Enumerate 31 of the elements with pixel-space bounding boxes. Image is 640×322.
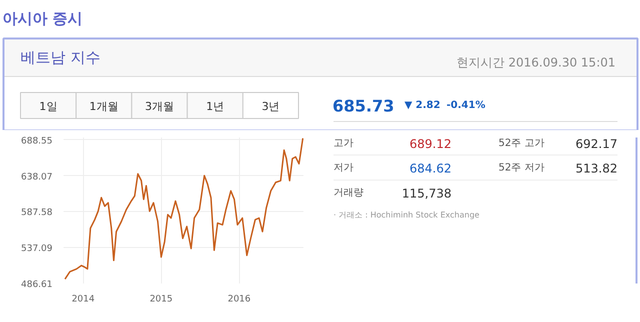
text: 52주 저가 [498,162,544,174]
text: 115,738 [402,186,452,201]
text: 1년 [206,100,224,113]
y-tick-label: 688.55 [21,136,53,146]
y-tick-label: 486.61 [21,280,53,290]
line-series [64,138,304,280]
x-tick-label: 2015 [150,294,173,304]
text: 52주 고가 [498,138,544,150]
text: 1일 [39,100,58,113]
text: 513.82 [576,161,618,176]
text: 아시아 증시 [2,10,83,28]
text: 베트남 지수 [20,48,100,66]
y-tick-label: 587.58 [21,208,53,218]
text: 689.12 [410,137,452,152]
text: 684.62 [410,161,452,176]
text: 3개월 [145,100,174,113]
text: 685.73 [332,96,394,116]
text: 고가 [334,138,354,150]
text: 저가 [334,162,354,174]
text: 692.17 [576,137,618,152]
y-tick-label: 638.07 [21,172,53,182]
x-tick-label: 2014 [72,294,95,304]
text: · 거래소 : Hochiminh Stock Exchange [334,210,480,220]
text: 3년 [262,100,280,113]
y-tick-label: 537.09 [21,244,53,254]
x-tick-label: 2016 [228,294,251,304]
text: 현지시간 2016.09.30 15:01 [456,56,616,70]
text: 1개월 [89,100,118,113]
text: ▼ 2.82 [404,100,440,111]
text: 거래량 [334,188,364,199]
text: -0.41% [446,100,486,111]
